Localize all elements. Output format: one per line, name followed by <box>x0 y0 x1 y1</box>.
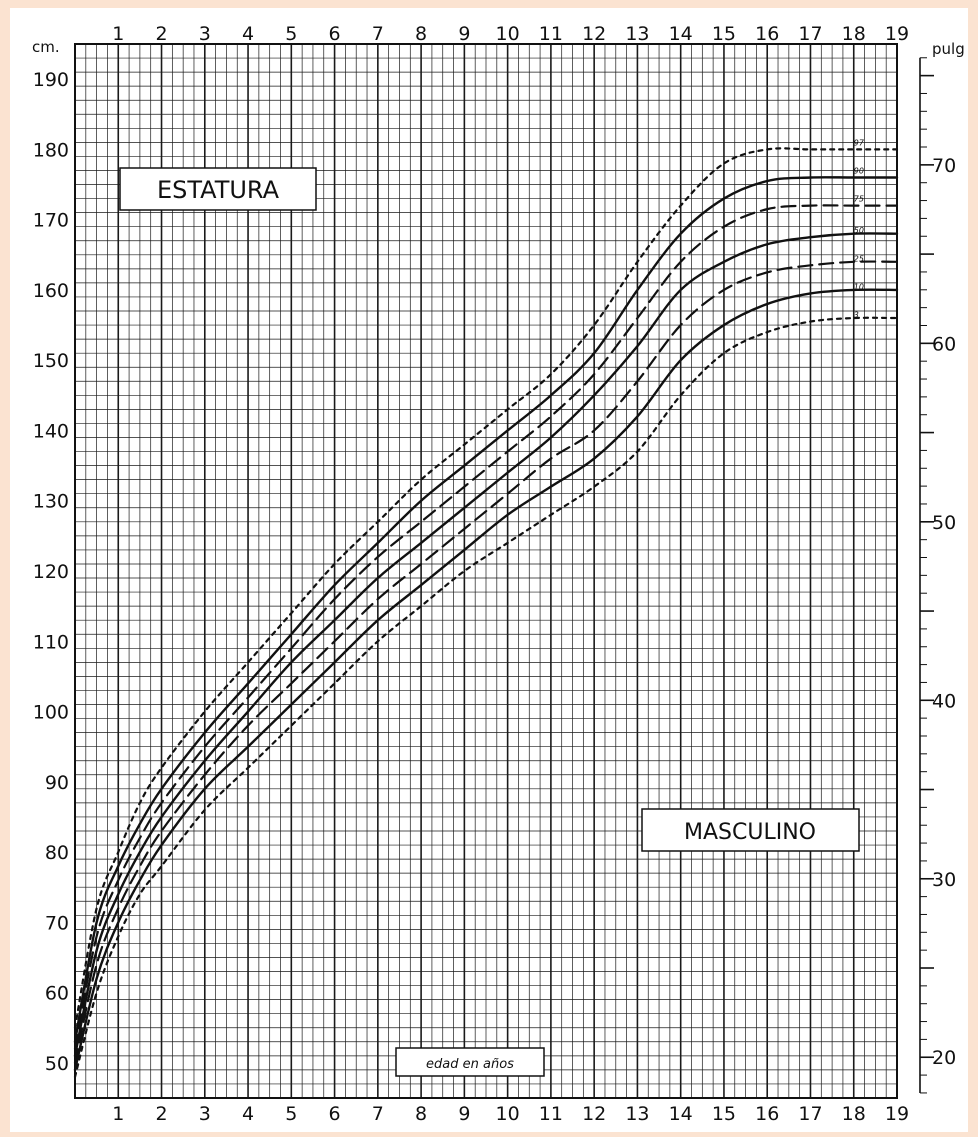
y-tick-in-70: 70 <box>932 155 956 177</box>
y-tick-cm-70: 70 <box>45 912 69 934</box>
plot-border <box>74 43 898 1099</box>
x-tick-bottom-15: 15 <box>712 1103 736 1125</box>
y-tick-cm-80: 80 <box>45 842 69 864</box>
x-tick-bottom-18: 18 <box>842 1103 866 1125</box>
series-label-p3: 3 <box>854 311 859 320</box>
x-tick-top-6: 6 <box>329 23 341 45</box>
unit-pulg-label: pulg <box>932 40 965 58</box>
x-tick-top-1: 1 <box>112 23 124 45</box>
sex-box: MASCULINO <box>641 808 860 852</box>
y-tick-cm-180: 180 <box>33 139 69 161</box>
y-tick-in-30: 30 <box>932 869 956 891</box>
y-tick-in-20: 20 <box>932 1047 956 1069</box>
x-tick-top-15: 15 <box>712 23 736 45</box>
x-tick-bottom-17: 17 <box>798 1103 822 1125</box>
series-label-p97: 97 <box>854 138 865 147</box>
x-tick-top-9: 9 <box>458 23 470 45</box>
x-tick-top-2: 2 <box>155 23 167 45</box>
x-tick-top-3: 3 <box>199 23 211 45</box>
y-tick-cm-120: 120 <box>33 561 69 583</box>
x-tick-top-17: 17 <box>798 23 822 45</box>
y-tick-cm-140: 140 <box>33 420 69 442</box>
series-line-p3 <box>73 316 899 1079</box>
y-tick-cm-100: 100 <box>33 702 69 724</box>
chart-subtitle: MASCULINO <box>684 820 816 845</box>
x-tick-labels-top: 1 2 3 4 5 6 7 8 9 10 11 12 13 14 15 16 17 18 19 <box>112 23 909 45</box>
y-tick-cm-90: 90 <box>45 772 69 794</box>
x-tick-bottom-8: 8 <box>415 1103 427 1125</box>
x-tick-bottom-16: 16 <box>755 1103 779 1125</box>
x-tick-bottom-6: 6 <box>329 1103 341 1125</box>
x-tick-bottom-12: 12 <box>582 1103 606 1125</box>
x-tick-top-14: 14 <box>669 23 693 45</box>
y-tick-cm-50: 50 <box>45 1053 69 1075</box>
y-tick-cm-190: 190 <box>33 69 69 91</box>
chart-paper: 97 90 75 50 25 10 3 1 2 3 4 5 6 7 8 9 10 11 12 13 14 15 16 17 1… <box>10 8 968 1132</box>
y-tick-cm-170: 170 <box>33 210 69 232</box>
x-tick-bottom-3: 3 <box>199 1103 211 1125</box>
x-tick-top-8: 8 <box>415 23 427 45</box>
x-tick-bottom-5: 5 <box>285 1103 297 1125</box>
series-label-p10: 10 <box>854 282 864 291</box>
x-tick-bottom-11: 11 <box>539 1103 563 1125</box>
series-line-p50 <box>73 232 899 1058</box>
right-axis-inches: 20 30 40 50 60 70 <box>919 57 956 1094</box>
chart-title: ESTATURA <box>157 176 280 204</box>
x-tick-top-19: 19 <box>885 23 909 45</box>
series-layer <box>73 147 899 1079</box>
x-tick-top-11: 11 <box>539 23 563 45</box>
x-tick-top-13: 13 <box>625 23 649 45</box>
y-tick-cm-60: 60 <box>45 983 69 1005</box>
x-tick-bottom-14: 14 <box>669 1103 693 1125</box>
x-tick-labels-bottom: 1 2 3 4 5 6 7 8 9 10 11 12 13 14 15 16 17 18 19 <box>112 1103 909 1125</box>
series-line-p25 <box>73 260 899 1064</box>
x-tick-top-7: 7 <box>372 23 384 45</box>
x-tick-bottom-4: 4 <box>242 1103 254 1125</box>
x-tick-bottom-10: 10 <box>496 1103 520 1125</box>
series-line-p97 <box>73 147 899 1029</box>
y-tick-cm-160: 160 <box>33 280 69 302</box>
series-label-p25: 25 <box>854 254 864 263</box>
y-tick-in-50: 50 <box>932 512 956 534</box>
x-tick-bottom-1: 1 <box>112 1103 124 1125</box>
xlabel-box: edad en años <box>395 1047 545 1077</box>
series-label-p90: 90 <box>854 167 864 176</box>
x-tick-top-10: 10 <box>496 23 520 45</box>
series-line-p10 <box>73 288 899 1072</box>
series-line-p90 <box>73 176 899 1043</box>
y-tick-labels-cm: 50 60 70 80 90 100 110 120 130 140 150 160 170 180 190 <box>33 69 69 1075</box>
y-tick-cm-130: 130 <box>33 491 69 513</box>
y-tick-in-40: 40 <box>932 690 956 712</box>
x-axis-label: edad en años <box>426 1057 514 1072</box>
x-tick-top-16: 16 <box>755 23 779 45</box>
series-label-p50: 50 <box>854 226 864 235</box>
y-tick-cm-110: 110 <box>33 631 69 653</box>
x-tick-bottom-13: 13 <box>625 1103 649 1125</box>
x-tick-top-18: 18 <box>842 23 866 45</box>
unit-cm-label: cm. <box>32 38 60 56</box>
x-tick-top-12: 12 <box>582 23 606 45</box>
y-tick-cm-150: 150 <box>33 350 69 372</box>
grid-major <box>74 43 898 1099</box>
title-box: ESTATURA <box>119 167 317 211</box>
x-tick-bottom-19: 19 <box>885 1103 909 1125</box>
x-tick-bottom-2: 2 <box>155 1103 167 1125</box>
y-tick-in-60: 60 <box>932 333 956 355</box>
series-line-p75 <box>73 204 899 1050</box>
percentile-labels: 97 90 75 50 25 10 3 <box>854 138 865 319</box>
series-label-p75: 75 <box>854 195 864 204</box>
x-tick-top-4: 4 <box>242 23 254 45</box>
x-tick-top-5: 5 <box>285 23 297 45</box>
x-tick-bottom-7: 7 <box>372 1103 384 1125</box>
x-tick-bottom-9: 9 <box>458 1103 470 1125</box>
